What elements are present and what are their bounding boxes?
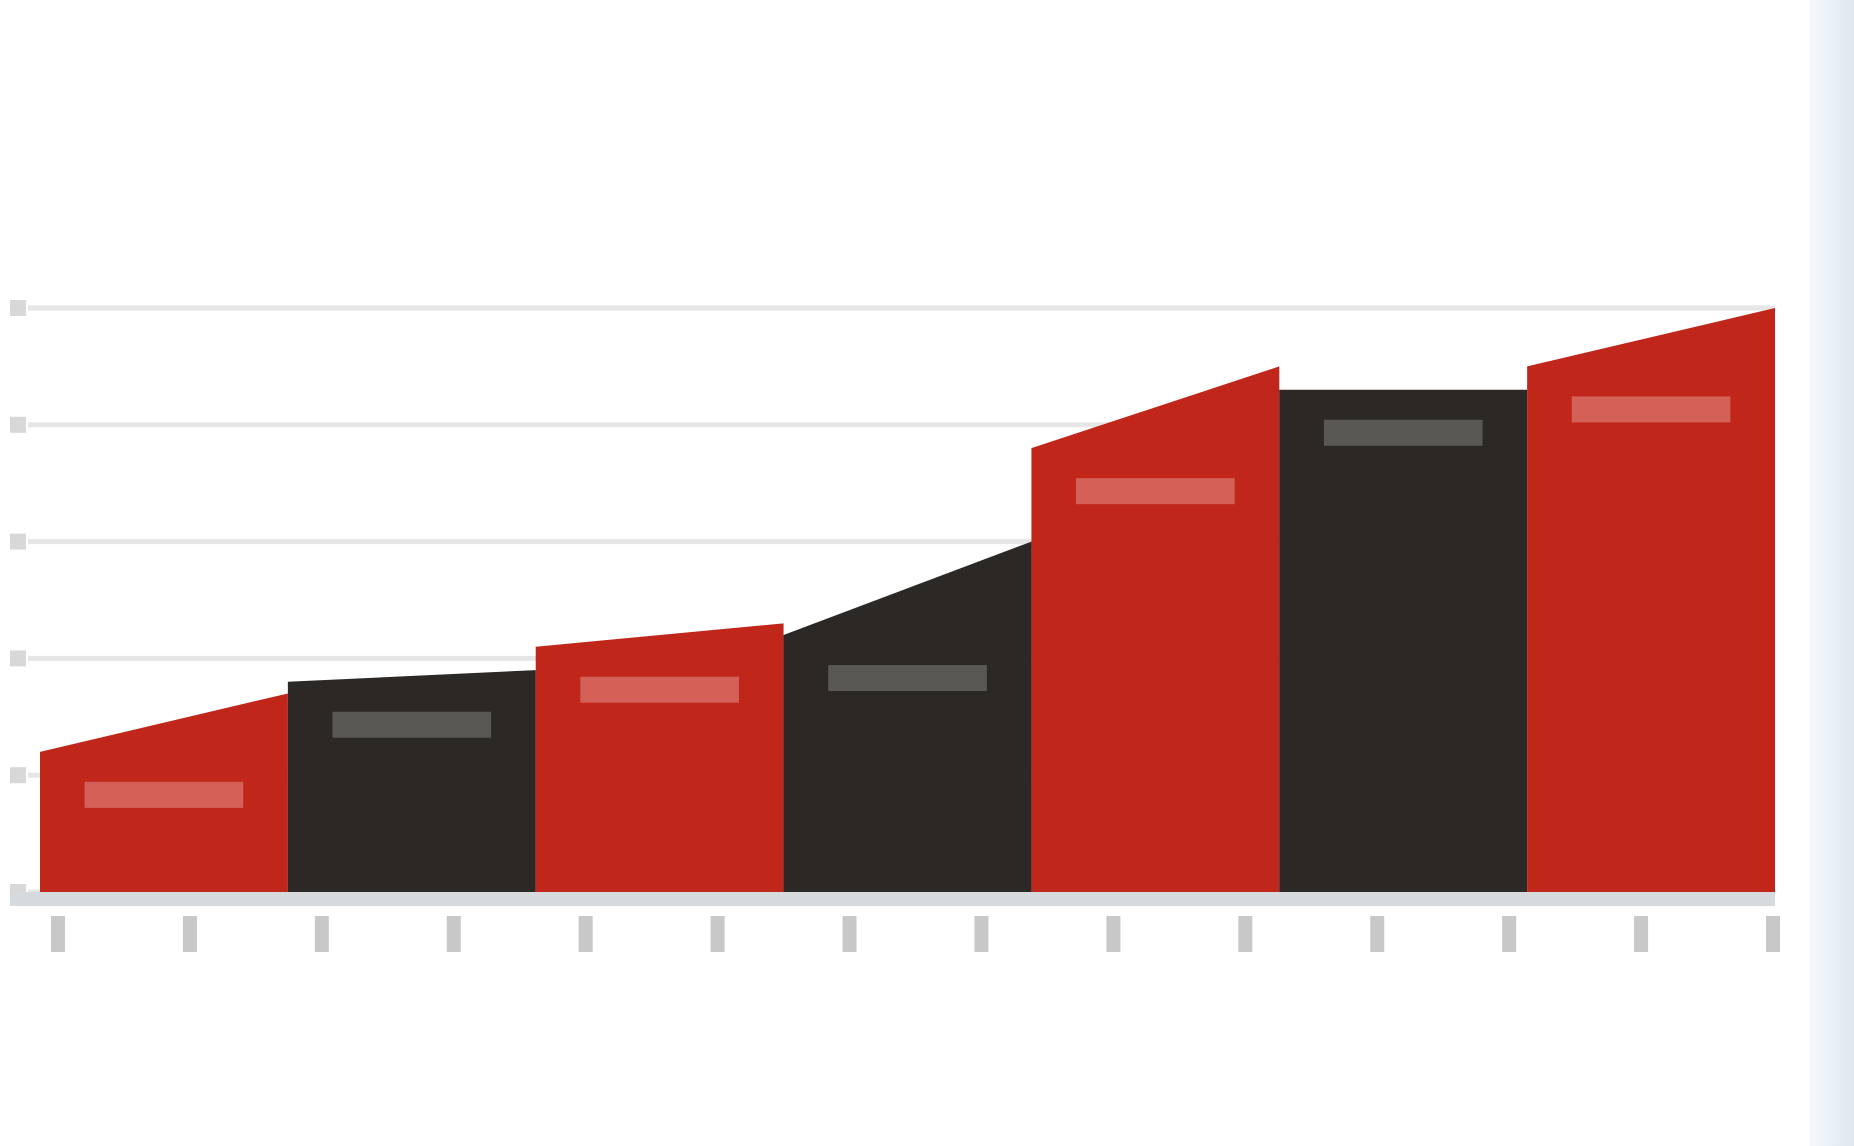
x-tick-mark xyxy=(1238,916,1253,952)
area-band xyxy=(1527,308,1775,892)
band-value-label xyxy=(828,665,987,692)
y-tick-mark xyxy=(10,300,26,316)
x-tick-mark xyxy=(974,916,989,952)
x-tick-mark xyxy=(446,916,461,952)
x-tick-mark xyxy=(1766,916,1780,952)
band-value-label xyxy=(1076,478,1235,505)
area-band xyxy=(287,670,536,892)
x-tick-mark xyxy=(1370,916,1385,952)
area-band xyxy=(535,623,784,892)
x-axis-line xyxy=(10,892,1775,906)
y-tick-mark xyxy=(10,533,26,550)
x-tick-mark xyxy=(710,916,725,952)
area-band xyxy=(783,541,1032,892)
y-tick-mark xyxy=(10,416,26,433)
band-value-label xyxy=(332,711,492,738)
area-band xyxy=(1031,366,1280,892)
area-chart xyxy=(10,300,1780,952)
x-tick-mark xyxy=(314,916,329,952)
band-value-label xyxy=(1323,419,1483,446)
x-tick-mark xyxy=(578,916,593,952)
x-tick-mark xyxy=(1106,916,1121,952)
x-tick-mark xyxy=(182,916,197,952)
y-tick-mark xyxy=(10,767,26,784)
band-value-label xyxy=(580,676,739,703)
x-tick-mark xyxy=(842,916,857,952)
y-tick-mark xyxy=(10,650,26,667)
page-edge xyxy=(1810,0,1854,1146)
x-tick-mark xyxy=(51,916,65,952)
band-value-label xyxy=(84,781,244,808)
area-band xyxy=(1279,389,1528,892)
x-tick-mark xyxy=(1502,916,1517,952)
band-value-label xyxy=(1571,396,1731,423)
x-tick-mark xyxy=(1634,916,1649,952)
